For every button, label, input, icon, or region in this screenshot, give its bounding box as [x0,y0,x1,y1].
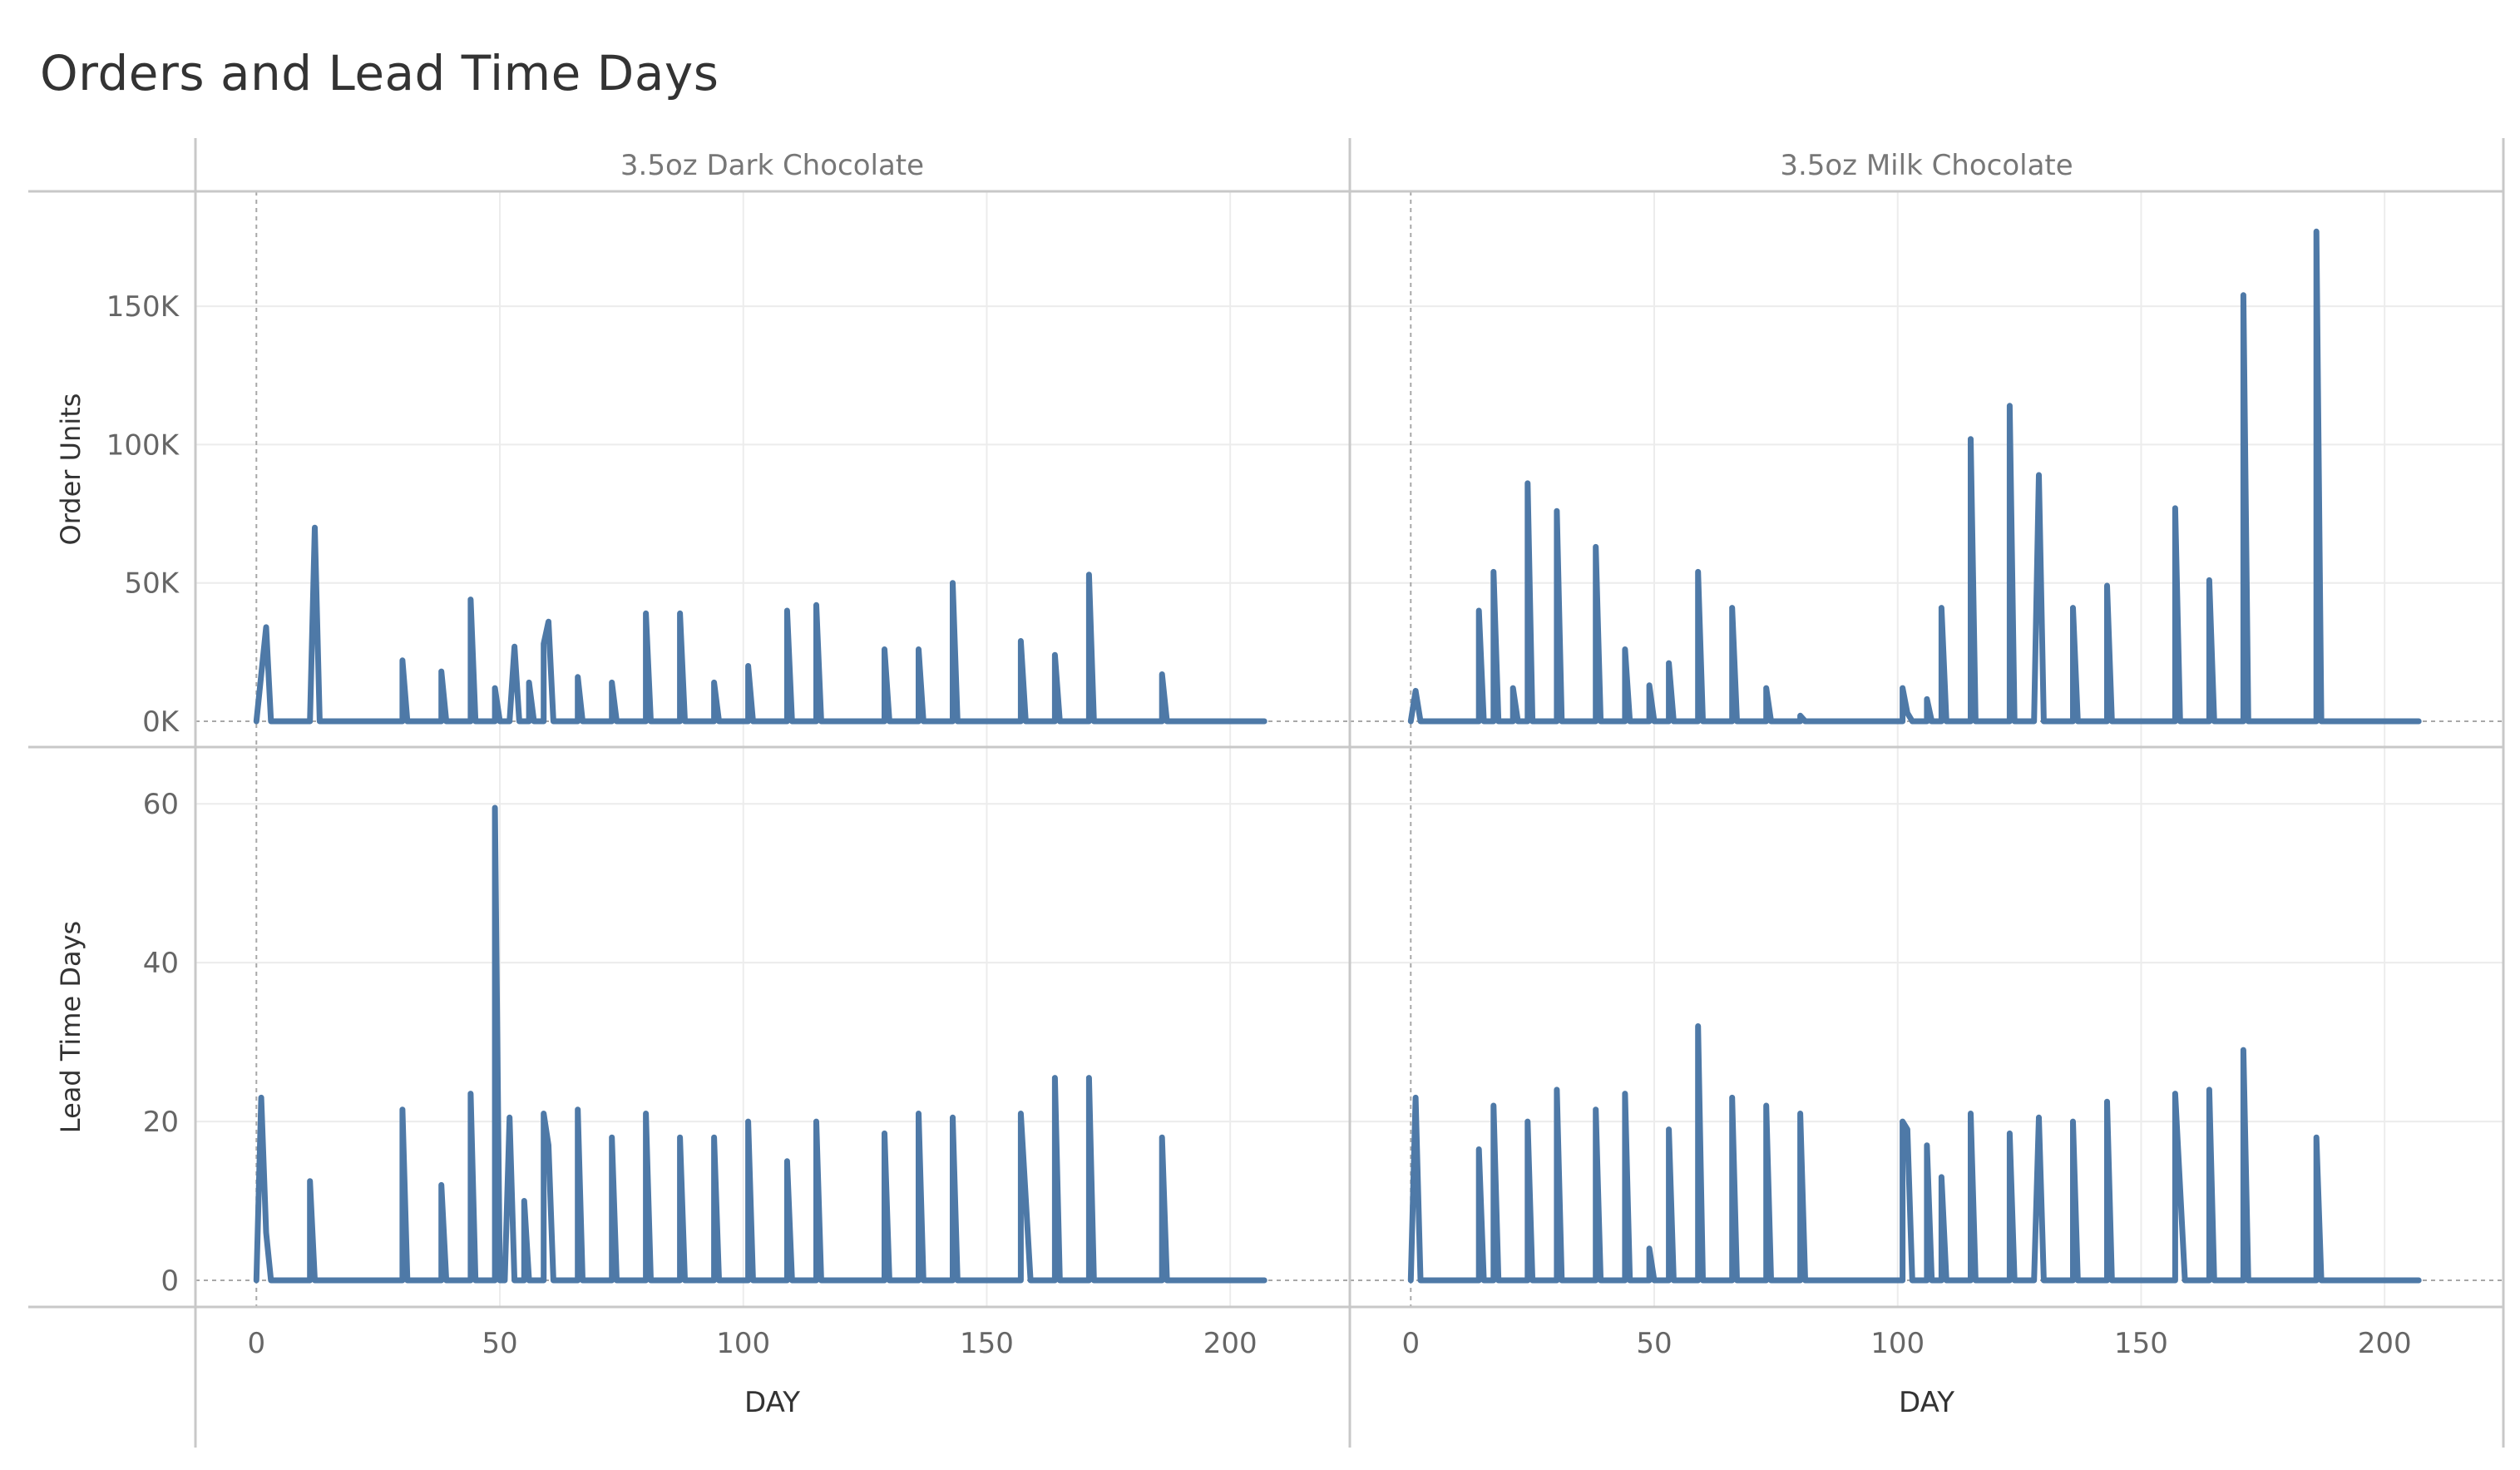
x-tick-label: 200 [2358,1327,2412,1360]
y-tick-label: 150K [106,290,180,324]
chart-title: Orders and Lead Time Days [40,45,719,101]
x-tick-label: 50 [482,1327,517,1360]
x-tick-label: 100 [716,1327,770,1360]
series-line-3-5oz-dark-chocolate-order-units [253,524,1267,725]
y-tick-label: 40 [143,947,179,980]
y-axis-label-lead-time-days: Lead Time Days [55,921,86,1133]
series-line-3-5oz-milk-chocolate-order-units [1407,228,2422,725]
x-tick-label: 150 [2114,1327,2168,1360]
x-axis-label: DAY [744,1386,800,1419]
panel-header-3-5oz-dark-chocolate: 3.5oz Dark Chocolate [620,149,924,182]
y-tick-label: 100K [106,428,180,462]
x-tick-label: 0 [247,1327,265,1360]
x-tick-label: 100 [1870,1327,1925,1360]
y-axis-label-order-units: Order Units [55,393,86,546]
x-tick-label: 0 [1401,1327,1420,1360]
panel-header-3-5oz-milk-chocolate: 3.5oz Milk Chocolate [1780,149,2073,182]
y-tick-label: 60 [143,788,179,821]
series-line-3-5oz-milk-chocolate-lead-time-days [1407,1023,2422,1284]
y-tick-label: 50K [124,567,180,601]
y-tick-label: 20 [143,1106,179,1139]
x-tick-label: 150 [960,1327,1014,1360]
y-tick-label: 0K [142,705,180,739]
x-tick-label: 200 [1203,1327,1258,1360]
x-tick-label: 50 [1636,1327,1672,1360]
series-line-3-5oz-dark-chocolate-lead-time-days [253,804,1267,1284]
y-tick-label: 0 [161,1265,179,1298]
x-axis-label: DAY [1899,1386,1954,1419]
